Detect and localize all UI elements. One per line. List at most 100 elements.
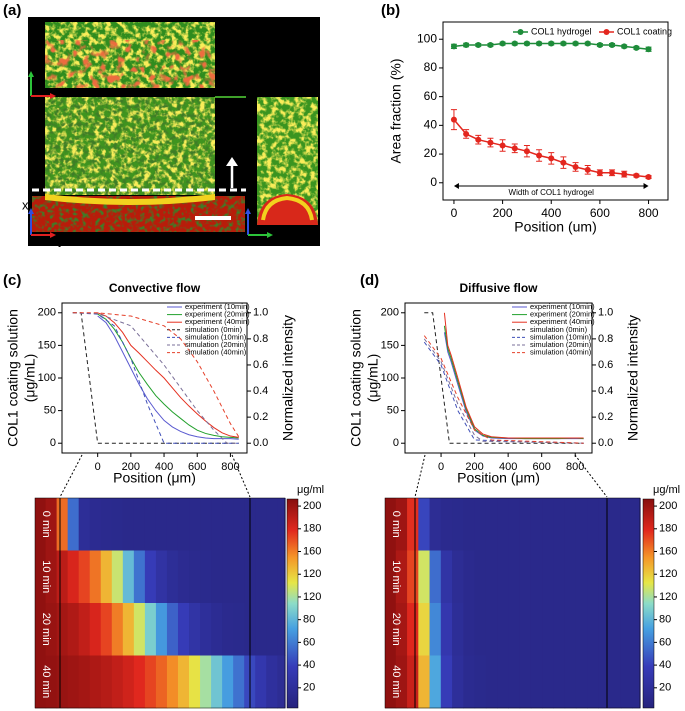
heat-cell — [385, 550, 397, 604]
y2-tick-label: 0.4 — [598, 385, 613, 397]
chart-title: Diffusive flow — [459, 281, 538, 295]
heat-cell — [78, 655, 91, 709]
series-line — [423, 338, 584, 444]
y-tick-label: 150 — [381, 339, 399, 351]
heat-cell — [89, 498, 102, 551]
legend-label: COL1 hydrogel — [531, 26, 592, 36]
heat-cell — [395, 655, 408, 709]
data-point — [621, 171, 628, 178]
heat-cell — [35, 498, 47, 551]
heat-cell — [255, 655, 267, 709]
y2-tick-label: 0.0 — [598, 437, 613, 449]
heat-cell — [530, 498, 543, 551]
heat-cell — [620, 603, 633, 656]
heat-cell — [189, 550, 201, 604]
heat-cell — [89, 655, 102, 709]
heat-cell — [133, 655, 146, 709]
heat-cell — [553, 550, 566, 604]
legend-label: experiment (40min) — [185, 317, 250, 326]
data-point — [511, 145, 518, 152]
heat-cell — [598, 498, 611, 551]
heat-cell — [111, 655, 124, 709]
heat-cell — [189, 603, 201, 656]
heat-cell — [266, 550, 278, 604]
colorbar-tick-label: 200 — [303, 500, 321, 512]
y-axis-label: (μg/mL) — [365, 354, 381, 403]
heat-cell — [277, 498, 286, 551]
series-line — [443, 312, 584, 439]
microscopy-image: x y z — [22, 17, 320, 247]
heat-cell — [200, 550, 212, 604]
heat-cell — [564, 498, 577, 551]
legend-label: experiment (10min) — [530, 302, 595, 311]
heat-cell — [463, 655, 476, 709]
y2-tick-label: 0.2 — [598, 411, 613, 423]
heat-cell — [222, 550, 234, 604]
colorbar — [286, 498, 299, 709]
data-point — [475, 136, 482, 143]
data-point — [560, 40, 567, 47]
heatmap-frame — [34, 497, 286, 709]
series-line — [424, 312, 584, 444]
heat-cell — [166, 603, 179, 656]
data-point — [450, 43, 457, 50]
heat-cell — [211, 550, 223, 604]
heat-cell — [508, 603, 521, 656]
colorbar-tick-label: 20 — [303, 682, 315, 694]
heat-cell — [587, 603, 599, 656]
y2-tick-label: 1.0 — [598, 307, 613, 319]
heat-cell — [418, 655, 431, 709]
scale-bar — [195, 216, 231, 220]
y-tick-label: 50 — [387, 405, 399, 417]
heat-cell — [429, 550, 442, 604]
heat-cell — [609, 498, 622, 551]
heat-cell — [177, 603, 190, 656]
heat-cell — [144, 603, 157, 656]
data-point — [523, 40, 530, 47]
heat-cell — [508, 550, 521, 604]
y-tick-label: 0 — [430, 175, 437, 189]
hydrogel-bounds — [59, 498, 608, 708]
series-line — [423, 335, 584, 444]
heat-cell — [497, 603, 509, 656]
legend-label: simulation (20min) — [530, 340, 592, 349]
y2-tick-label: 0.8 — [598, 333, 613, 345]
data-point — [536, 152, 543, 159]
y2-axis-label: Normalized intensity — [625, 315, 641, 441]
legend-label: COL1 coating — [617, 26, 672, 36]
y-tick-label: 100 — [381, 372, 399, 384]
series-line — [72, 312, 239, 444]
legend-label: experiment (20min) — [185, 310, 250, 319]
heat-cell — [200, 655, 212, 709]
heat-cell — [67, 550, 80, 604]
heat-cell — [111, 550, 124, 604]
data-point — [511, 40, 518, 47]
y-tick-label: 200 — [38, 307, 56, 319]
legend-label: experiment (20min) — [530, 310, 595, 319]
panel-label: (a) — [3, 2, 21, 19]
heat-cell — [553, 603, 566, 656]
row-label: 20 min — [40, 613, 52, 646]
heat-cell — [497, 655, 509, 709]
heat-cell — [474, 603, 487, 656]
heat-cell — [440, 655, 453, 709]
legend-marker — [517, 29, 524, 35]
heat-cell — [211, 655, 223, 709]
axis-indicator — [245, 208, 251, 214]
heat-cell — [452, 550, 464, 604]
data-point — [609, 169, 616, 176]
y2-axis-label: Normalized intensity — [280, 315, 296, 441]
y-tick-label: 0 — [50, 437, 56, 449]
heat-cell — [45, 550, 58, 604]
heat-cell — [452, 655, 464, 709]
heat-cell — [463, 550, 476, 604]
x-tick-label: 800 — [566, 461, 584, 473]
heat-cell — [56, 550, 69, 604]
heat-cell — [564, 550, 577, 604]
x-tick-label: 0 — [95, 461, 101, 473]
heat-cell — [575, 550, 588, 604]
heat-cell — [497, 498, 509, 551]
axis-label: x — [22, 197, 29, 212]
y-axis-label: (μg/mL) — [22, 354, 38, 403]
data-point — [536, 40, 543, 47]
